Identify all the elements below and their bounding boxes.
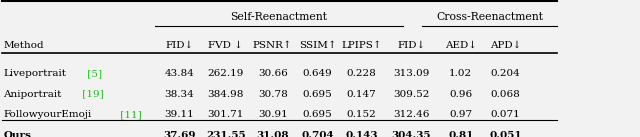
Text: 0.152: 0.152 bbox=[347, 110, 376, 119]
Text: 0.695: 0.695 bbox=[303, 90, 332, 99]
Text: Cross-Reenactment: Cross-Reenactment bbox=[436, 12, 543, 22]
Text: 0.204: 0.204 bbox=[491, 69, 520, 78]
Text: 43.84: 43.84 bbox=[164, 69, 194, 78]
Text: 0.649: 0.649 bbox=[303, 69, 332, 78]
Text: 0.695: 0.695 bbox=[303, 110, 332, 119]
Text: 30.66: 30.66 bbox=[258, 69, 287, 78]
Text: 301.71: 301.71 bbox=[207, 110, 244, 119]
Text: PSNR↑: PSNR↑ bbox=[253, 41, 292, 50]
Text: Self-Reenactment: Self-Reenactment bbox=[230, 12, 328, 22]
Text: 0.051: 0.051 bbox=[490, 131, 522, 137]
Text: 312.46: 312.46 bbox=[393, 110, 429, 119]
Text: 39.11: 39.11 bbox=[164, 110, 194, 119]
Text: Ours: Ours bbox=[3, 131, 31, 137]
Text: 0.97: 0.97 bbox=[449, 110, 472, 119]
Text: FollowyourEmoji: FollowyourEmoji bbox=[3, 110, 92, 119]
Text: FID↓: FID↓ bbox=[397, 41, 426, 50]
Text: 30.91: 30.91 bbox=[258, 110, 287, 119]
Text: [5]: [5] bbox=[84, 69, 102, 78]
Text: SSIM↑: SSIM↑ bbox=[299, 41, 336, 50]
Text: 231.55: 231.55 bbox=[206, 131, 245, 137]
Text: 0.96: 0.96 bbox=[449, 90, 472, 99]
Text: Liveportrait: Liveportrait bbox=[3, 69, 66, 78]
Text: 0.147: 0.147 bbox=[347, 90, 376, 99]
Text: 0.071: 0.071 bbox=[491, 110, 520, 119]
Text: FVD ↓: FVD ↓ bbox=[208, 41, 243, 50]
Text: AED↓: AED↓ bbox=[445, 41, 477, 50]
Text: 31.08: 31.08 bbox=[257, 131, 289, 137]
Text: LPIPS↑: LPIPS↑ bbox=[341, 41, 382, 50]
Text: 0.068: 0.068 bbox=[491, 90, 520, 99]
Text: FID↓: FID↓ bbox=[165, 41, 193, 50]
Text: 309.52: 309.52 bbox=[393, 90, 429, 99]
Text: [11]: [11] bbox=[117, 110, 142, 119]
Text: 304.35: 304.35 bbox=[392, 131, 431, 137]
Text: [19]: [19] bbox=[79, 90, 103, 99]
Text: 0.228: 0.228 bbox=[347, 69, 376, 78]
Text: 38.34: 38.34 bbox=[164, 90, 194, 99]
Text: Method: Method bbox=[3, 41, 44, 50]
Text: 0.81: 0.81 bbox=[448, 131, 474, 137]
Text: 262.19: 262.19 bbox=[207, 69, 244, 78]
Text: Aniportrait: Aniportrait bbox=[3, 90, 61, 99]
Text: 384.98: 384.98 bbox=[207, 90, 244, 99]
Text: 30.78: 30.78 bbox=[258, 90, 287, 99]
Text: 0.143: 0.143 bbox=[346, 131, 378, 137]
Text: 0.704: 0.704 bbox=[301, 131, 333, 137]
Text: 37.69: 37.69 bbox=[163, 131, 195, 137]
Text: 1.02: 1.02 bbox=[449, 69, 472, 78]
Text: 313.09: 313.09 bbox=[393, 69, 429, 78]
Text: APD↓: APD↓ bbox=[490, 41, 522, 50]
